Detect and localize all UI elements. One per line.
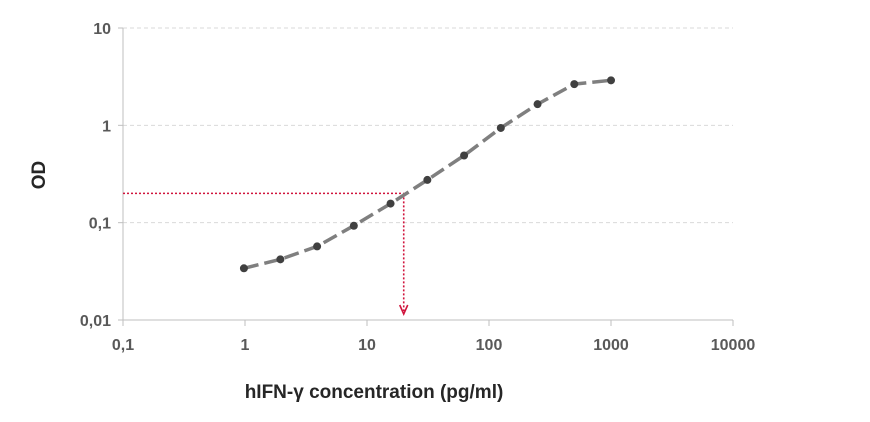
data-point xyxy=(239,264,248,273)
annotation-arrowhead xyxy=(398,304,409,316)
data-point xyxy=(276,255,285,264)
y-tick-label: 0,01 xyxy=(80,313,111,330)
x-tick-label: 1 xyxy=(241,337,250,354)
x-tick-label: 1000 xyxy=(593,337,629,354)
y-axis-title: OD xyxy=(29,161,50,190)
data-point xyxy=(386,199,395,208)
x-tick-label: 0,1 xyxy=(112,337,134,354)
data-point xyxy=(533,100,542,109)
y-tick-label: 10 xyxy=(93,21,111,38)
grid-lines xyxy=(123,27,733,224)
x-axis-title: hIFN-γ concentration (pg/ml) xyxy=(245,382,504,403)
x-tick-label: 10000 xyxy=(711,337,756,354)
x-tick-label: 100 xyxy=(476,337,503,354)
reading-annotation xyxy=(123,192,409,316)
x-tick-label: 10 xyxy=(358,337,376,354)
y-tick-label: 0,1 xyxy=(89,216,111,233)
series-line xyxy=(243,78,612,270)
y-tick-label: 1 xyxy=(102,118,111,135)
data-series xyxy=(239,76,615,273)
data-point xyxy=(496,123,505,132)
data-point xyxy=(423,175,432,184)
data-point xyxy=(313,242,322,251)
data-point xyxy=(349,221,358,230)
data-point xyxy=(570,80,579,89)
axes xyxy=(118,27,734,326)
data-point xyxy=(607,76,615,85)
data-point xyxy=(460,151,469,160)
